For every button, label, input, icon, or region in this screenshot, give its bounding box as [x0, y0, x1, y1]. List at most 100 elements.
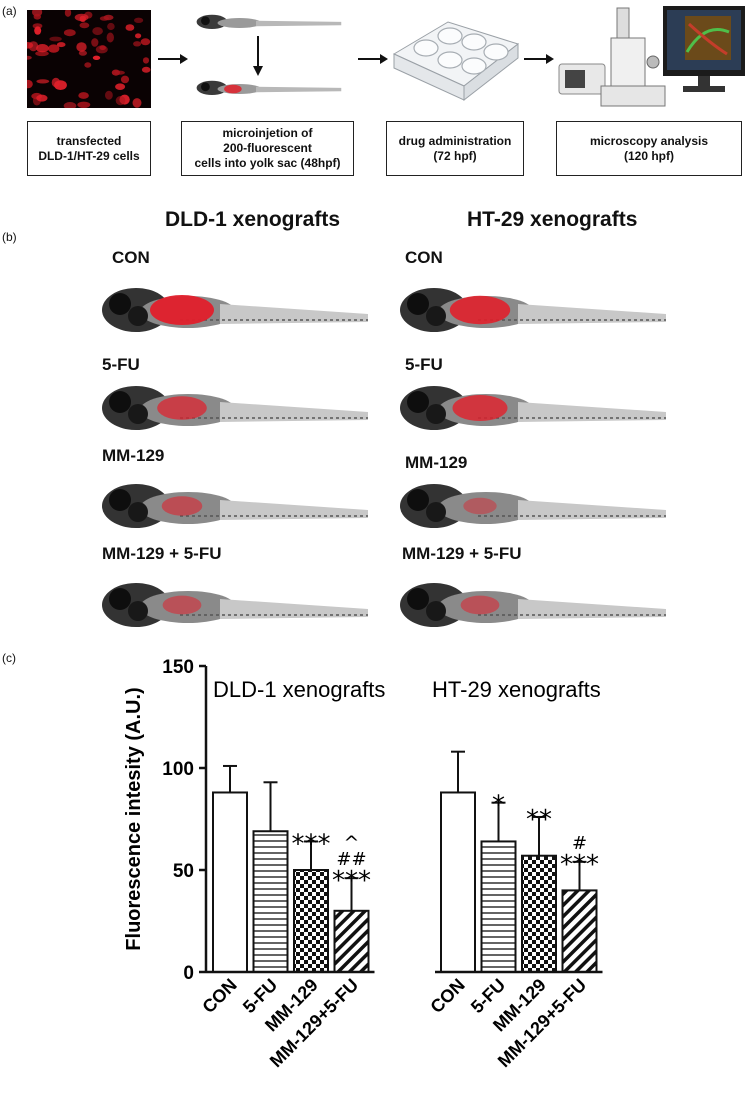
ht29-condition-label: CON [405, 248, 443, 267]
fluorescent-cell [84, 62, 92, 68]
fluorescent-cell [140, 38, 151, 46]
fluorescent-cell [28, 41, 39, 52]
x-tick-label: CON [426, 975, 468, 1017]
fluorescent-cell [56, 42, 66, 48]
bar [480, 840, 517, 973]
fluorescent-cell [142, 57, 150, 64]
ht29-condition-label: MM-129 + 5-FU [402, 544, 522, 563]
arrow-icon [358, 54, 388, 64]
significance-label: *** [292, 829, 331, 859]
zebrafish-larva [102, 386, 368, 430]
fluorescent-cell [91, 38, 99, 47]
fluorescent-cell [134, 17, 144, 23]
zebrafish-larva [400, 386, 666, 430]
fluorescent-cell [115, 96, 126, 106]
dld1-condition-label: 5-FU [102, 355, 140, 374]
tumor-fluorescence [150, 295, 214, 325]
ht29-condition-label: MM-129 [405, 453, 468, 472]
fluorescent-cell [78, 92, 89, 99]
dld1-condition-label: MM-129 [102, 446, 165, 465]
fluorescent-cell [125, 24, 135, 31]
fluorescent-cell [63, 29, 76, 37]
fluorescent-cell [76, 42, 87, 52]
workflow-step-drug-administration: drug administration (72 hpf) [386, 121, 524, 176]
fluorescent-cell [36, 94, 48, 102]
bar [440, 791, 476, 973]
fluorescent-cell [115, 83, 126, 90]
bar [252, 830, 289, 973]
fluorescent-cell [92, 27, 103, 36]
ht29-condition-label: 5-FU [405, 355, 443, 374]
fluorescent-cell [111, 69, 120, 76]
microscope-image [558, 6, 745, 107]
fluorescent-cell [79, 22, 90, 29]
fluorescent-cell [49, 36, 62, 42]
y-tick-label: 0 [183, 963, 194, 984]
fluorescent-cell [51, 77, 61, 88]
tumor-fluorescence [452, 395, 508, 421]
fluorescent-cell [132, 98, 142, 108]
fluorescent-cell [74, 13, 89, 22]
bar [293, 869, 329, 973]
ht29-xenografts-title: HT-29 xenografts [467, 208, 638, 231]
zebrafish-larva [400, 288, 666, 332]
significance-label: ## [336, 849, 366, 870]
fluorescent-cell [64, 10, 72, 17]
fluorescent-cell [106, 32, 115, 43]
significance-label: *** [560, 850, 599, 880]
significance-label: * [492, 791, 505, 821]
fluorescent-cell [133, 41, 142, 47]
x-tick-label: CON [198, 975, 240, 1017]
fluorescent-cell [34, 26, 42, 35]
tumor-fluorescence [157, 396, 207, 420]
well-plate-image [392, 21, 520, 102]
dld1-condition-label: CON [112, 248, 150, 267]
tumor-fluorescence [162, 595, 202, 615]
bar [212, 791, 248, 973]
tumor-fluorescence [463, 497, 497, 515]
tumor-fluorescence [449, 295, 511, 325]
fluorescent-cell [99, 16, 109, 21]
y-axis-label: Fluorescence intesity (A.U.) [123, 687, 145, 950]
bar [333, 909, 370, 973]
y-tick-label: 100 [162, 759, 194, 780]
tumor-fluorescence [460, 595, 500, 615]
significance-label: *** [332, 866, 371, 896]
panel-label-a: (a) [2, 4, 17, 18]
y-tick-label: 150 [162, 657, 194, 678]
fluorescent-cell [36, 79, 50, 84]
significance-label: # [572, 833, 587, 854]
tumor-fluorescence [161, 496, 203, 516]
workflow-step-microinjection: microinjetion of 200-fluorescent cells i… [181, 121, 354, 176]
group-title: HT-29 xenografts [432, 677, 601, 702]
fluorescent-cell [120, 75, 130, 84]
fluorescent-cell [35, 50, 49, 57]
dld1-xenografts-title: DLD-1 xenografts [165, 208, 341, 231]
fluorescent-cells-image [27, 10, 151, 108]
zebrafish-xenograft-images [102, 288, 666, 627]
fluorescent-cell [92, 55, 101, 60]
group-title: DLD-1 xenografts [213, 677, 385, 702]
fluorescent-cell [99, 45, 106, 51]
arrow-icon [158, 54, 188, 64]
zebrafish-larva [400, 583, 666, 627]
fluorescent-cell [48, 44, 60, 53]
workflow-step-microscopy: microscopy analysis (120 hpf) [556, 121, 742, 176]
fluorescent-cell [135, 33, 142, 39]
significance-label: ** [526, 805, 552, 835]
bar [521, 854, 557, 973]
fluorescent-cell [77, 101, 91, 108]
fluorescent-cell [27, 55, 32, 60]
dld1-condition-label: MM-129 + 5-FU [102, 544, 222, 563]
panel-label-b: (b) [2, 230, 17, 244]
panel-label-c: (c) [2, 651, 16, 665]
fluorescent-cell [63, 102, 77, 108]
workflow-step-transfection: transfected DLD-1/HT-29 cells [27, 121, 151, 176]
significance-label: ^ [344, 832, 360, 854]
zebrafish-larva [102, 484, 368, 528]
arrow-icon [524, 54, 554, 64]
fluorescent-cell [36, 44, 49, 53]
injection-fish-image [196, 14, 342, 96]
fluorescent-cell [141, 66, 151, 73]
fluorescent-cell [105, 90, 113, 100]
